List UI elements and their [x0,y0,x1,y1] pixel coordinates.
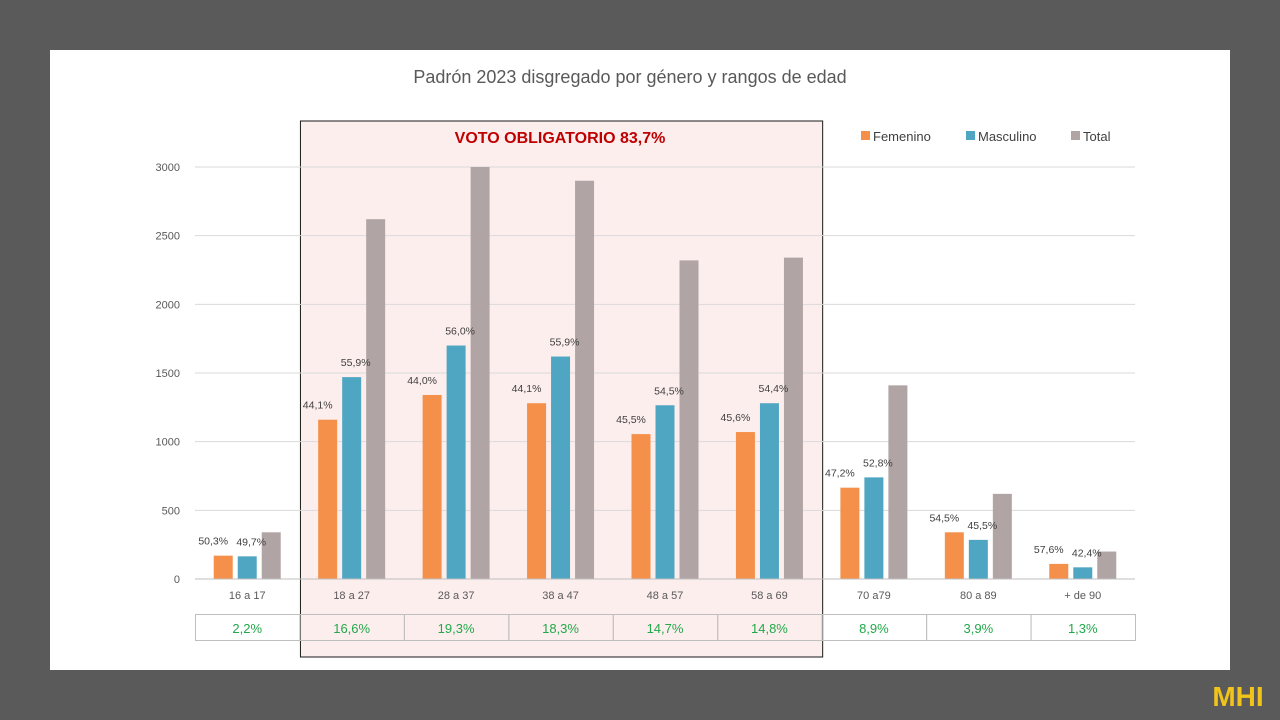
data-label: 49,7% [236,536,266,548]
data-label: 55,9% [341,357,371,369]
x-tick-label: 80 a 89 [960,590,997,602]
data-label: 57,6% [1034,544,1064,556]
bar [968,539,988,579]
bar [422,394,442,579]
bar [213,555,233,579]
legend-label: Masculino [978,129,1037,144]
legend: Femenino Masculino Total [861,129,1111,144]
bar [888,385,908,579]
x-tick-label: 58 a 69 [751,590,788,602]
data-label: 47,2% [825,468,855,480]
data-label: 55,9% [550,337,580,349]
share-value: 1,3% [1068,621,1098,636]
x-tick-label: 70 a79 [857,590,891,602]
x-tick-label: 18 a 27 [333,590,370,602]
bar [864,477,884,579]
y-tick-label: 2500 [156,231,180,243]
data-label: 45,5% [967,520,997,532]
bar [735,432,755,579]
legend-swatch [861,131,870,140]
bar [551,356,571,579]
bar [318,419,338,579]
bar [1097,551,1117,579]
data-label: 56,0% [445,326,475,338]
share-cell [1030,614,1136,641]
highlight-label: VOTO OBLIGATORIO 83,7% [455,130,666,147]
bar [446,345,466,579]
legend-swatch [1071,131,1080,140]
share-row: 2,2% 16,6% 19,3% 18,3% 14,7% 14,8% 8,9% 3,9% 1,3… [195,614,1136,641]
x-tick-label: + de 90 [1064,590,1101,602]
bar [840,487,860,579]
bar [679,260,699,579]
share-value: 3,9% [964,621,994,636]
y-tick-label: 1000 [156,437,180,449]
bar [655,405,675,579]
y-tick-label: 0 [174,574,180,586]
logo-text: MHI [1212,681,1263,712]
y-tick-label: 500 [162,505,180,517]
x-tick-label: 16 a 17 [229,590,266,602]
y-tick-label: 2000 [156,299,180,311]
data-label: 44,1% [512,383,542,395]
bar [992,493,1012,579]
data-label: 54,4% [759,383,789,395]
bar [783,257,803,579]
data-label: 50,3% [198,536,228,548]
bar [366,219,386,580]
bar [342,377,362,579]
bar [631,434,651,579]
legend-swatch [966,131,975,140]
data-label: 45,5% [616,414,646,426]
bar [470,167,490,579]
bar [1073,567,1093,579]
share-value: 8,9% [859,621,889,636]
axes: 0 500 1000 1500 2000 2500 3000 16 a 17 18 a 27 28… [156,162,1135,602]
bars [213,167,1117,580]
data-label: 44,1% [303,400,333,412]
data-label: 52,8% [863,457,893,469]
share-value: 2,2% [232,621,262,636]
x-tick-label: 48 a 57 [647,590,684,602]
bar [237,556,257,579]
bar [759,403,779,579]
y-tick-label: 1500 [156,368,180,380]
y-tick-label: 3000 [156,162,180,174]
share-value: 19,3% [438,621,475,636]
mhi-logo: MHI [1212,681,1263,712]
data-label: 54,5% [929,512,959,524]
bar [1049,563,1069,579]
share-value: 18,3% [542,621,579,636]
legend-label: Femenino [873,129,931,144]
data-labels: 50,3% 49,7% 44,1% 55,9% 44,0% 56,0% 44,1% 55,9%… [198,326,1101,560]
x-tick-label: 38 a 47 [542,590,579,602]
share-value: 14,8% [751,621,788,636]
chart-title: Padrón 2023 disgregado por género y rang… [413,67,846,87]
bar [575,180,595,579]
bar [527,403,547,579]
share-value: 16,6% [333,621,370,636]
legend-label: Total [1083,129,1111,144]
data-label: 42,4% [1072,547,1102,559]
data-label: 54,5% [654,385,684,397]
x-tick-label: 28 a 37 [438,590,475,602]
share-value: 14,7% [647,621,684,636]
data-label: 44,0% [407,375,437,387]
bar [261,532,281,579]
bar [944,532,964,579]
data-label: 45,6% [721,412,751,424]
